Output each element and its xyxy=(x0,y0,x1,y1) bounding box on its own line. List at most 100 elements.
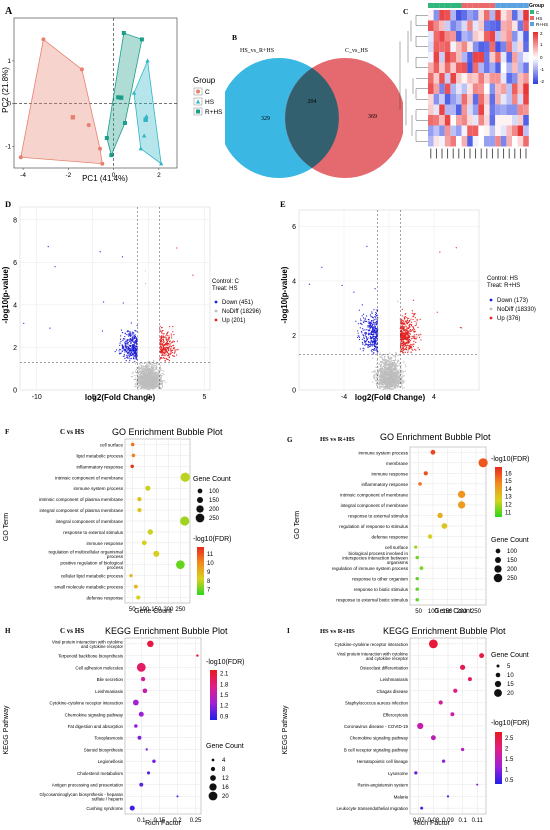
volcano-point-nodiff xyxy=(155,382,157,385)
volcano-point-down xyxy=(374,339,376,341)
volcano-point-nodiff xyxy=(143,381,146,383)
volcano-point-up xyxy=(410,325,413,327)
size-legend-dot xyxy=(197,488,203,494)
heatmap-group-bar xyxy=(433,3,440,8)
volcano-point-down xyxy=(365,320,367,323)
volcano-point-nodiff xyxy=(159,369,162,371)
volcano-point-nodiff xyxy=(147,367,149,370)
volcano-point-outlier xyxy=(439,251,441,253)
heatmap-cell xyxy=(517,41,524,52)
volcano-point-down xyxy=(125,342,127,345)
volcano-point-down xyxy=(135,353,138,356)
volcano-point-down xyxy=(369,341,372,343)
volcano-point-down xyxy=(373,324,376,326)
bubble-3 xyxy=(180,472,190,482)
volcano-point-down xyxy=(135,348,137,350)
volcano-point-nodiff xyxy=(397,381,399,383)
volcano-point-down xyxy=(120,352,122,354)
volcano-point-nodiff xyxy=(393,361,396,363)
bubble-0 xyxy=(430,449,436,455)
volcano-point-up xyxy=(400,337,402,339)
volcano-point-nodiff xyxy=(400,370,402,372)
volcano-point-nodiff xyxy=(391,373,393,375)
volcano-point-nodiff xyxy=(396,379,399,381)
heatmap-cell xyxy=(489,10,496,21)
heatmap-cell xyxy=(495,31,501,42)
heatmap-cell xyxy=(500,125,507,136)
volcano-point-down xyxy=(134,349,136,351)
pca-legend-key-hs xyxy=(195,99,201,104)
volcano-point-nodiff xyxy=(382,388,384,390)
volcano-point-up xyxy=(407,331,409,333)
volcano-point-nodiff xyxy=(139,380,141,382)
volcano-point-nodiff xyxy=(141,385,143,387)
volcano-point-up xyxy=(415,324,417,326)
volcano-point-nodiff xyxy=(379,381,381,383)
pca-y-tick-label: -1 xyxy=(5,144,11,151)
volcano-point-down xyxy=(130,339,133,341)
volcano-point-up xyxy=(168,356,171,358)
volcano-point-nodiff xyxy=(389,374,391,376)
volcano-point-down xyxy=(374,330,376,333)
volcano-point-down xyxy=(134,354,136,357)
heatmap-cell xyxy=(495,62,501,73)
volcano-point-down xyxy=(124,332,126,334)
color-bar-label: 10 xyxy=(207,561,214,567)
volcano-point-nodiff xyxy=(153,370,155,372)
volcano-point-nodiff xyxy=(138,386,140,388)
heatmap-cell xyxy=(489,20,496,31)
heatmap-cell xyxy=(517,52,524,63)
size-legend-dot xyxy=(493,573,503,583)
volcano-d-key-nodiff xyxy=(214,309,218,313)
heatmap-cell xyxy=(495,10,501,21)
volcano-point-nodiff xyxy=(401,387,404,389)
volcano-point-nodiff xyxy=(161,382,163,384)
heatmap-cell xyxy=(450,94,456,105)
volcano-point-up xyxy=(409,347,412,349)
volcano-point-down xyxy=(121,344,124,347)
term-label: Renin-angiotensin system xyxy=(357,783,408,788)
volcano-point-up xyxy=(160,339,163,342)
volcano-point-down xyxy=(126,331,128,333)
volcano-point-up xyxy=(172,347,174,349)
volcano-point-nodiff xyxy=(380,364,383,366)
volcano-x-tick-label: -10 xyxy=(32,394,42,401)
term-label: Cytokine-cytokine receptor interaction xyxy=(50,701,124,706)
volcano-point-down xyxy=(130,322,132,324)
volcano-point-nodiff xyxy=(394,367,397,369)
volcano-e-key-nodiff xyxy=(489,307,493,311)
volcano-point-down xyxy=(131,346,133,348)
heatmap-cell xyxy=(489,62,496,73)
volcano-point-nodiff xyxy=(135,372,137,374)
volcano-point-up xyxy=(165,347,167,349)
bubble-x-tick-label: 0.11 xyxy=(472,818,484,824)
volcano-point-nodiff xyxy=(380,366,382,368)
volcano-point-outlier xyxy=(341,284,343,287)
volcano-point-down xyxy=(133,350,135,352)
size-legend-dot xyxy=(495,548,501,554)
volcano-point-nodiff xyxy=(139,377,141,379)
volcano-point-nodiff xyxy=(386,371,388,373)
volcano-point-down xyxy=(375,322,377,324)
color-bar-label: 1.8 xyxy=(220,682,229,688)
heatmap-cell xyxy=(506,83,512,94)
volcano-point-up xyxy=(412,318,414,321)
volcano-point-nodiff xyxy=(147,371,149,373)
volcano-point-up xyxy=(417,347,419,349)
kegg-h-size-title: Gene Count xyxy=(206,743,244,750)
panel-letter-f: F xyxy=(5,428,9,436)
volcano-point-up xyxy=(162,339,165,342)
volcano-point-down xyxy=(128,335,130,337)
volcano-point-down xyxy=(361,315,363,317)
heatmap-cell xyxy=(450,104,456,115)
heatmap-cell xyxy=(500,115,507,126)
term-label: Steroid biosynthesis xyxy=(84,747,124,752)
volcano-point-down xyxy=(374,314,377,316)
heatmap-cell xyxy=(495,52,501,63)
volcano-point-nodiff xyxy=(144,373,146,375)
volcano-point-nodiff xyxy=(404,370,407,372)
bubble-x-tick-label: 200 xyxy=(163,607,174,613)
volcano-point-down xyxy=(375,311,377,314)
volcano-point-up xyxy=(169,345,171,347)
volcano-point-up xyxy=(169,353,171,355)
